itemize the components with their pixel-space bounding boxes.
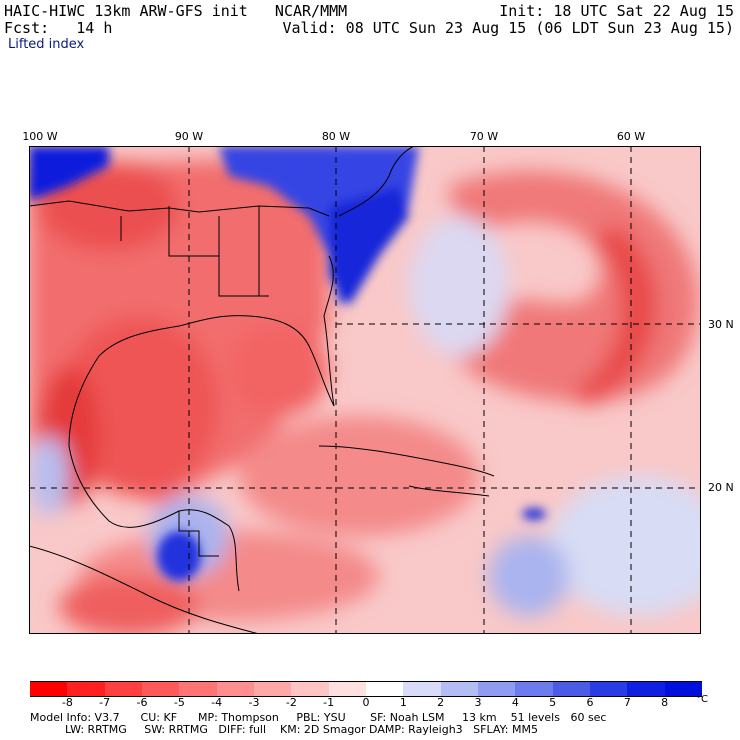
lifted-index-map[interactable] <box>29 146 701 634</box>
colorbar-label: -7 <box>99 696 111 709</box>
lon-label: 100 W <box>22 130 58 143</box>
colorbar-label: 8 <box>661 696 669 709</box>
colorbar-segment <box>30 681 68 697</box>
header-valid-time: Valid: 08 UTC Sun 23 Aug 15 (06 LDT Sun … <box>282 19 734 37</box>
lon-label: 70 W <box>469 130 499 143</box>
colorbar-label: 2 <box>437 696 445 709</box>
colorbar-segment <box>627 681 666 697</box>
header-init-time: Init: 18 UTC Sat 22 Aug 15 <box>499 2 734 20</box>
colorbar-segment <box>328 681 367 697</box>
colorbar-label: -6 <box>136 696 148 709</box>
colorbar-label: 1 <box>399 696 407 709</box>
colorbar-label: -1 <box>323 696 335 709</box>
colorbar-segment <box>254 681 292 697</box>
colorbar-label: 0 <box>362 696 370 709</box>
colorbar-label: 3 <box>474 696 482 709</box>
lat-label: 20 N <box>708 481 734 494</box>
colorbar-segment <box>515 681 554 697</box>
lon-label: 90 W <box>174 130 204 143</box>
lifted-index-field <box>29 156 701 634</box>
map-frame <box>29 146 701 634</box>
colorbar-label: 4 <box>511 696 519 709</box>
colorbar-label: -8 <box>61 696 73 709</box>
latlon-grid <box>29 146 701 634</box>
coastlines <box>29 146 495 634</box>
model-info-line2: LW: RRTMG SW: RRTMG DIFF: full KM: 2D Sm… <box>30 723 538 736</box>
colorbar-segment <box>67 681 106 697</box>
colorbar-label: -4 <box>211 696 223 709</box>
colorbar-segment <box>104 681 143 697</box>
colorbar-segment <box>664 681 703 697</box>
header-title: HAIC-HIWC 13km ARW-GFS init NCAR/MMM <box>4 2 348 20</box>
colorbar-unit: °C <box>696 694 708 705</box>
header-forecast-hour: Fcst: 14 h <box>4 19 113 37</box>
lon-label: 80 W <box>321 130 351 143</box>
lat-label: 30 N <box>708 318 734 331</box>
stable-air-patches <box>29 146 546 581</box>
field-name: Lifted index <box>8 37 85 52</box>
colorbar-segment <box>366 681 404 697</box>
colorbar-label: 5 <box>549 696 557 709</box>
colorbar-segment <box>590 681 628 697</box>
lon-label: 60 W <box>616 130 646 143</box>
colorbar-segment <box>440 681 479 697</box>
colorbar-label: 7 <box>623 696 631 709</box>
colorbar-label: 6 <box>586 696 594 709</box>
colorbar-segment <box>403 681 442 697</box>
colorbar-segment <box>216 681 255 697</box>
colorbar-label: -3 <box>248 696 260 709</box>
model-info-line1: Model Info: V3.7 CU: KF MP: Thompson PBL… <box>30 711 607 724</box>
colorbar-segment <box>291 681 330 697</box>
colorbar-label: -5 <box>173 696 185 709</box>
colorbar-segment <box>478 681 516 697</box>
colorbar-segment <box>179 681 218 697</box>
colorbar-label: -2 <box>285 696 297 709</box>
colorbar-segment <box>142 681 180 697</box>
colorbar-segment <box>552 681 591 697</box>
